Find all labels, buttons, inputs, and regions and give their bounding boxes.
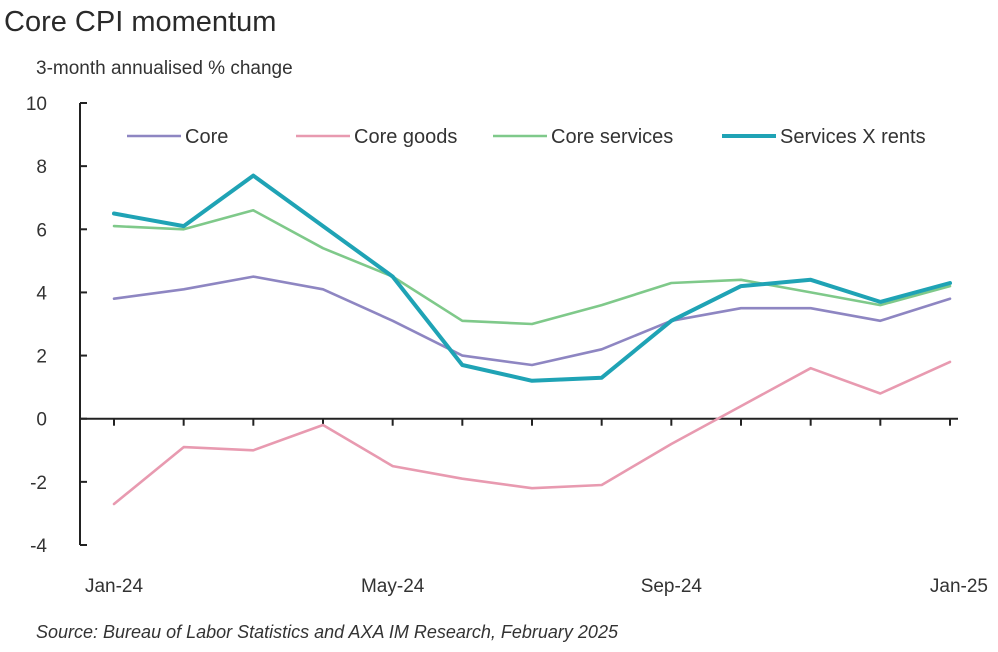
series-line-core-goods [112, 360, 952, 506]
legend-label-core-services: Core services [551, 126, 673, 148]
y-tick-label: 4 [36, 283, 47, 304]
series-line-services-x-rents [112, 173, 952, 383]
axes: 10 8 6 4 2 0 -2 -4 Jan-24 May-24 Sep-24 Jan-25 [26, 94, 988, 597]
legend-label-core: Core [185, 126, 228, 148]
source-note: Source: Bureau of Labor Statistics and A… [36, 622, 618, 642]
x-tick-label: May-24 [361, 576, 425, 597]
y-tick-label: -2 [30, 473, 47, 494]
y-axis-subtitle: 3-month annualised % change [36, 58, 293, 79]
x-tick-label: Jan-25 [930, 576, 988, 597]
y-tick-label: 10 [26, 94, 47, 115]
legend-label-core-goods: Core goods [354, 126, 457, 148]
series-line-core-services [112, 209, 952, 326]
legend: Core Core goods Core services Services X re… [127, 126, 926, 148]
series-line-core [112, 275, 952, 367]
x-tick-label: Sep-24 [641, 576, 703, 597]
y-tick-label: -4 [30, 536, 47, 557]
x-tick-label: Jan-24 [85, 576, 144, 597]
series-layer [112, 173, 952, 506]
y-tick-label: 8 [36, 157, 47, 178]
y-tick-label: 0 [36, 410, 47, 431]
chart-title: Core CPI momentum [4, 6, 277, 38]
legend-label-services-x-rents: Services X rents [780, 126, 926, 148]
y-tick-label: 6 [36, 220, 47, 241]
y-tick-label: 2 [36, 347, 47, 368]
